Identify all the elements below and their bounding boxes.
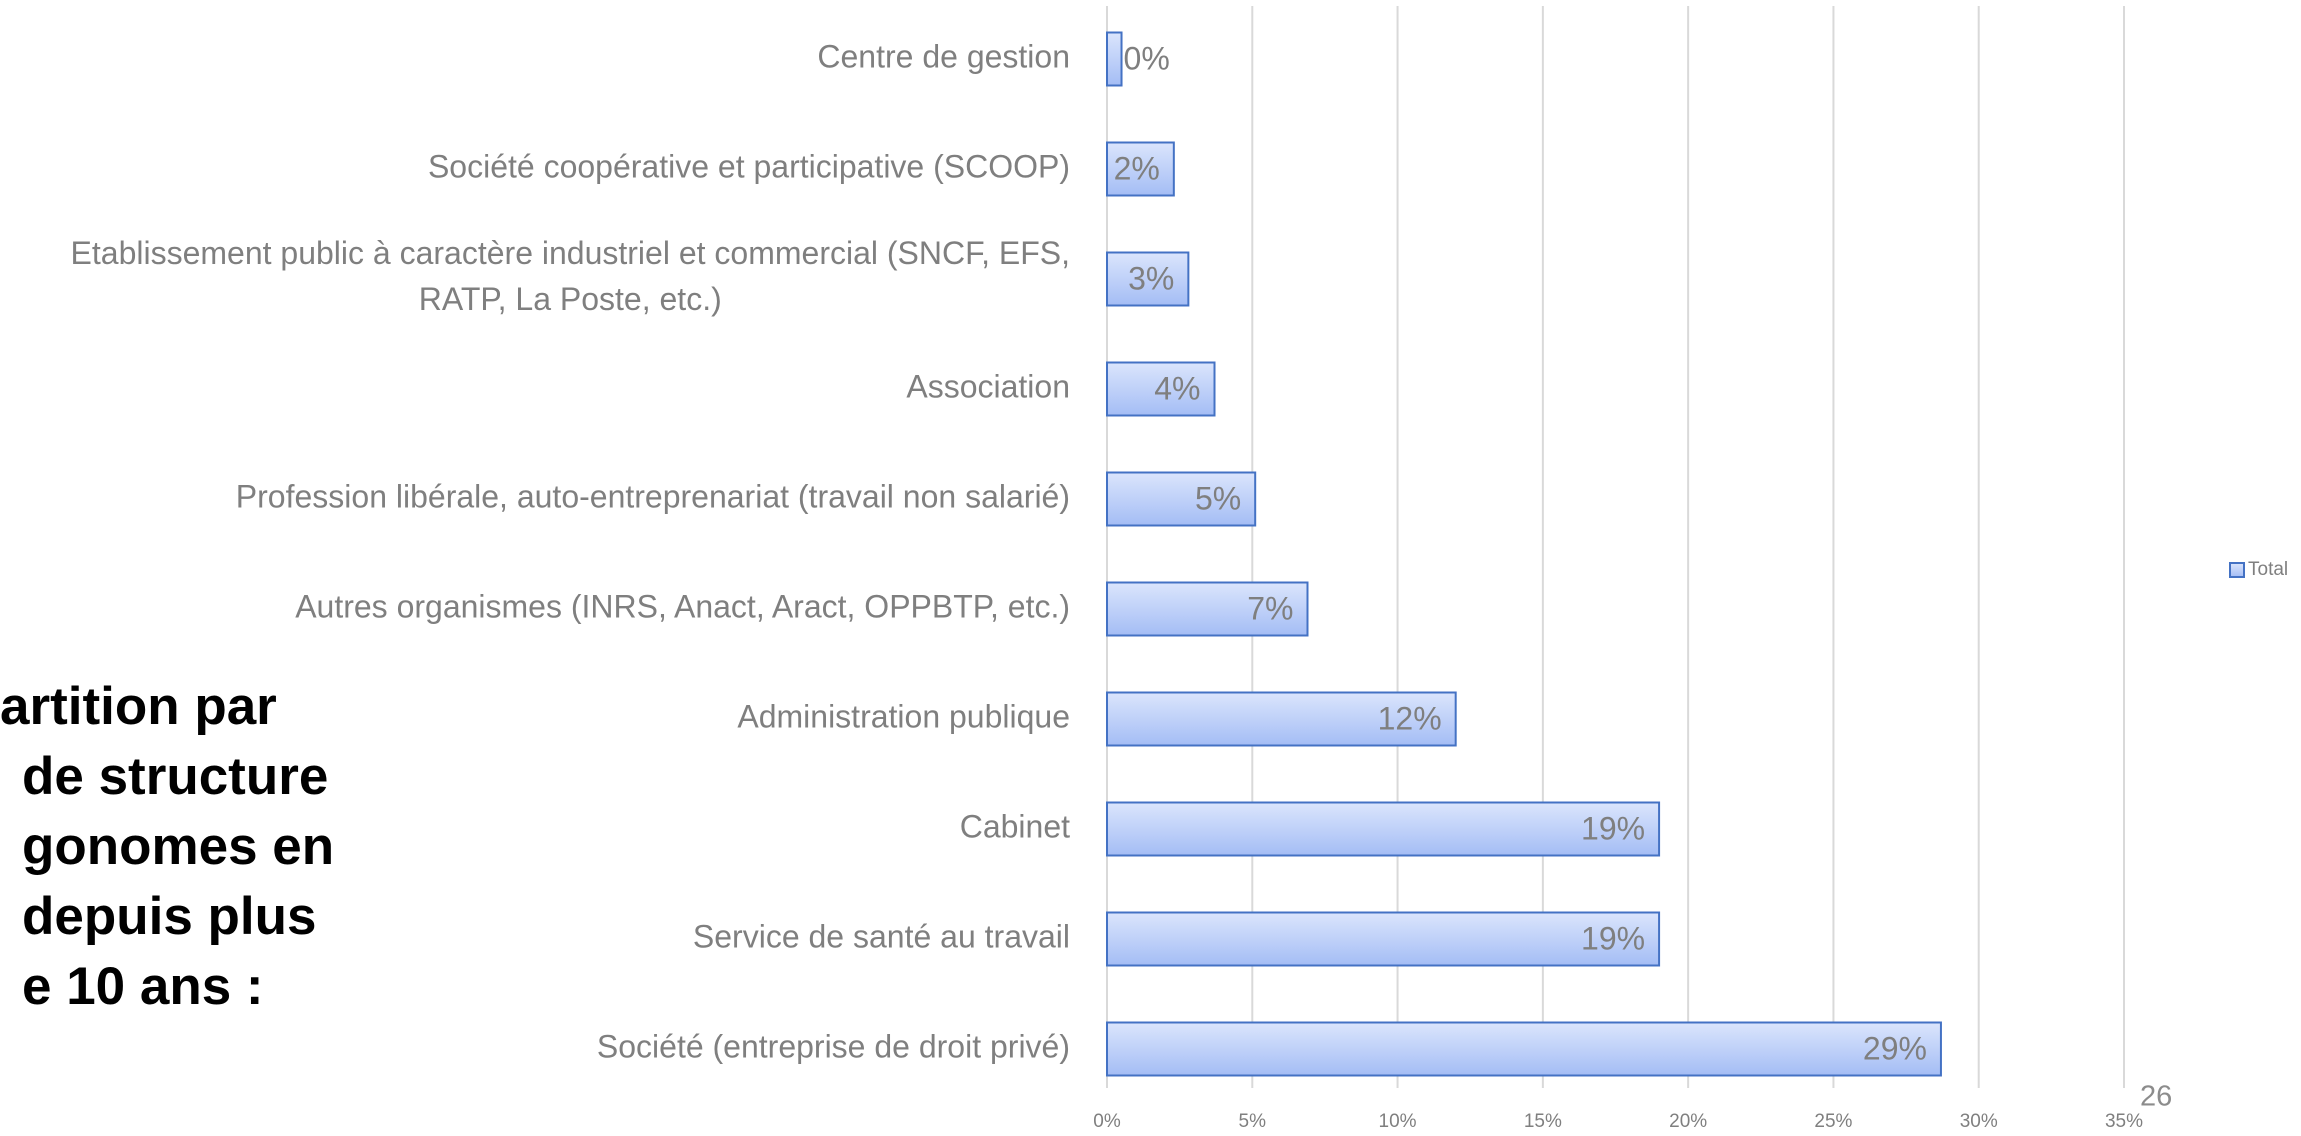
x-tick-label: 20% [1669, 1111, 1707, 1132]
data-label: 5% [1195, 480, 1241, 516]
legend-label: Total [2248, 559, 2288, 580]
data-label: 3% [1128, 260, 1174, 296]
x-tick-label: 15% [1524, 1111, 1562, 1132]
bar [1106, 471, 1257, 527]
y-tick-label: Etablissement public à caractère industr… [71, 235, 1070, 317]
label-line: RATP, La Poste, etc.) [419, 281, 722, 317]
y-tick-label: Profession libérale, auto-entreprenariat… [236, 478, 1070, 514]
bar [1106, 581, 1309, 637]
x-tick-label: 25% [1814, 1111, 1852, 1132]
y-tick-label: Association [906, 368, 1070, 404]
y-tick-label: Centre de gestion [817, 38, 1070, 74]
bar [1106, 911, 1661, 967]
data-label: 19% [1581, 810, 1645, 846]
x-tick-label: 0% [1093, 1111, 1121, 1132]
data-label: 2% [1114, 150, 1160, 186]
y-tick-label: Société (entreprise de droit privé) [597, 1028, 1070, 1064]
data-label: 19% [1581, 920, 1645, 956]
bar [1106, 141, 1175, 197]
bar [1106, 361, 1216, 417]
bar [1106, 251, 1190, 307]
data-label: 29% [1863, 1030, 1927, 1066]
chart-title: gonomes en [22, 817, 334, 876]
bar [1106, 31, 1123, 87]
x-tick-label: 10% [1379, 1111, 1417, 1132]
data-label: 12% [1378, 700, 1442, 736]
page-number: 26 [2140, 1081, 2172, 1113]
chart-title: e 10 ans : [22, 957, 264, 1016]
bar [1106, 801, 1661, 857]
data-label: 0% [1124, 40, 1170, 76]
chart-title: artition par [0, 677, 277, 736]
data-label: 4% [1154, 370, 1200, 406]
chart-title: de structure [22, 747, 328, 806]
label-line: Etablissement public à caractère industr… [71, 235, 1070, 271]
y-tick-label: Société coopérative et participative (SC… [428, 148, 1070, 184]
x-tick-label: 5% [1239, 1111, 1267, 1132]
bar [1106, 1021, 1942, 1077]
legend-swatch [2229, 562, 2245, 578]
x-tick-label: 35% [2105, 1111, 2143, 1132]
y-tick-label: Service de santé au travail [693, 918, 1070, 954]
data-label: 7% [1247, 590, 1293, 626]
bar [1106, 691, 1457, 747]
x-tick-label: 30% [1960, 1111, 1998, 1132]
y-tick-label: Administration publique [737, 698, 1070, 734]
y-tick-label: Cabinet [960, 808, 1070, 844]
chart-title: depuis plus [22, 887, 316, 946]
y-tick-label: Autres organismes (INRS, Anact, Aract, O… [295, 588, 1070, 624]
